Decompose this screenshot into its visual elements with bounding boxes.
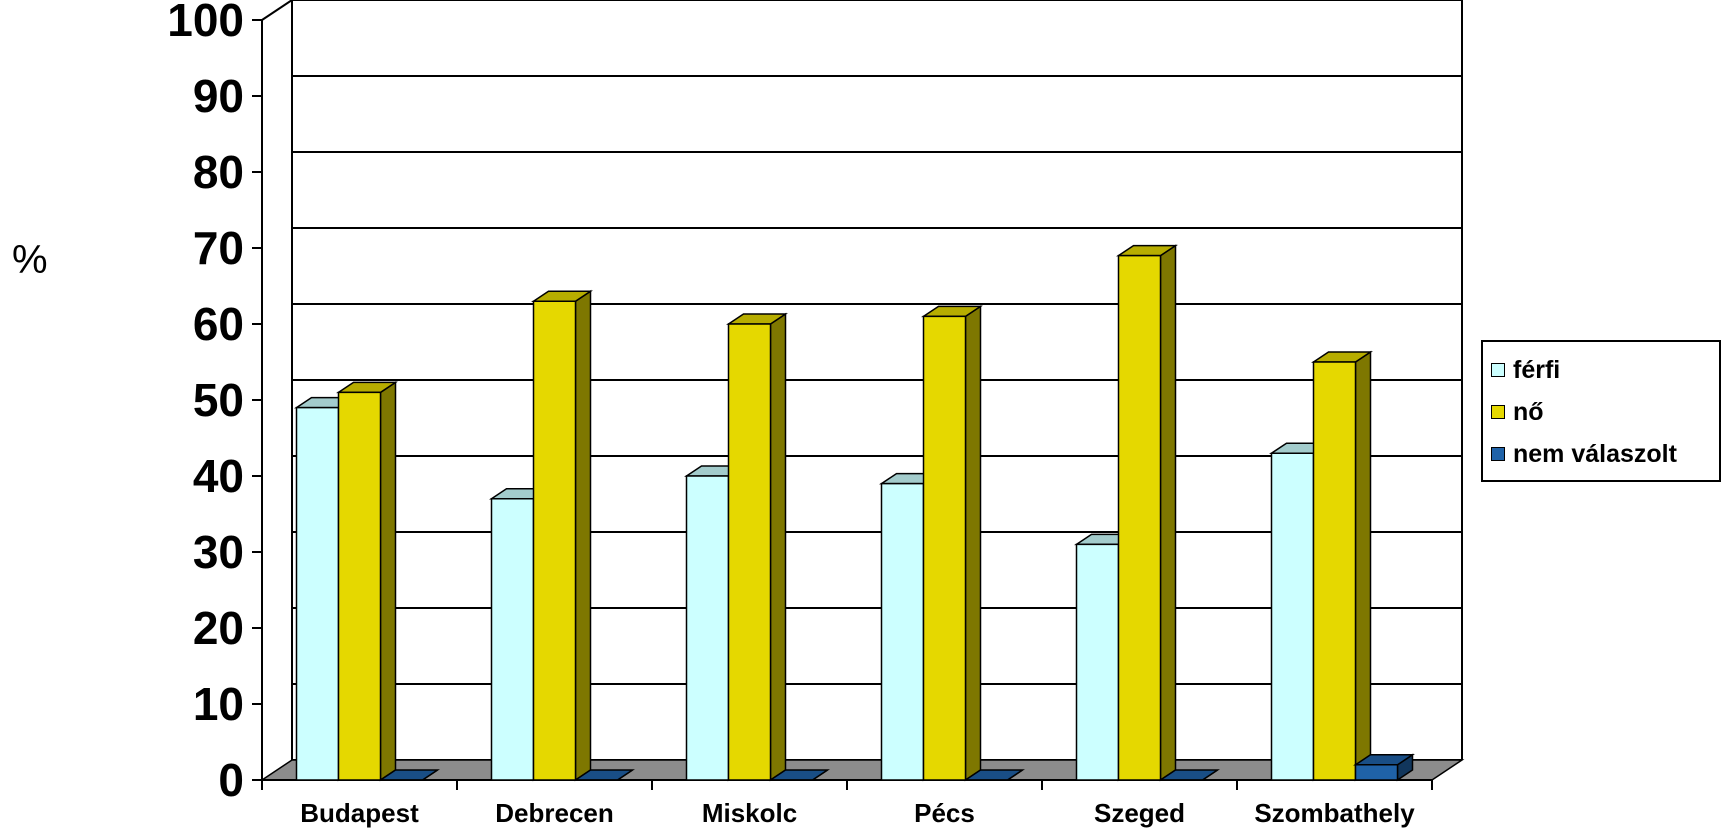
bar-front-face [1270,452,1315,781]
bar-front-face [490,498,535,781]
y-tick-label: 100 [167,0,244,46]
y-axis-label: % [12,238,48,282]
x-tick-label: Szombathely [1254,798,1415,828]
legend-swatch-no [1491,405,1505,419]
y-tick-label: 80 [193,146,244,198]
side-wall-top-edge [261,0,293,21]
legend-item-ferfi: férfi [1491,349,1719,391]
bar-side-face [1159,244,1177,782]
bar-front-face [1075,543,1120,781]
bar-nő-4 [1116,244,1178,782]
x-tick-label: Budapest [300,798,419,828]
bar-front-face [1117,254,1162,781]
y-tick-label: 40 [193,450,244,502]
bar-front-face [685,475,730,781]
legend-item-nem-valaszolt: nem válaszolt [1491,433,1719,475]
y-tick-label: 70 [193,222,244,274]
bar-side-face [769,312,787,782]
y-tick-label: 10 [193,678,244,730]
bar-nő-5 [1311,350,1373,782]
y-tick-label: 50 [193,374,244,426]
bar-nő-0 [336,380,398,782]
bar-side-face [379,380,397,782]
bar-side-face [574,289,592,782]
bar-front-face [532,300,577,781]
legend: férfi nő nem válaszolt [1481,340,1721,482]
bar-front-face [1312,361,1357,781]
bar-nő-1 [531,289,593,782]
x-tick-label: Szeged [1094,798,1185,828]
bar-nem-válaszolt-1 [573,769,635,781]
bar-nő-3 [921,304,983,782]
y-tick-label: 30 [193,526,244,578]
legend-label-nem-valaszolt: nem válaszolt [1513,439,1677,468]
bar-nem-válaszolt-0 [378,769,440,781]
y-tick-label: 90 [193,70,244,122]
legend-label-ferfi: férfi [1513,355,1561,384]
bar-front-face [922,315,967,781]
y-tick-label: 60 [193,298,244,350]
y-tick-label: 0 [218,754,244,806]
legend-swatch-ferfi [1491,363,1505,377]
bar-nő-2 [726,312,788,782]
legend-label-no: nő [1513,397,1544,426]
legend-item-no: nő [1491,391,1719,433]
bar-front-face [337,391,382,781]
bar-front-face [1354,764,1399,781]
bar-nem-válaszolt-4 [1158,769,1220,781]
bar-nem-válaszolt-2 [768,769,830,781]
bar-side-face [1354,350,1372,782]
x-tick-label: Miskolc [702,798,797,828]
bar-side-face [964,304,982,782]
x-tick-label: Debrecen [495,798,614,828]
bar-front-face [880,482,925,781]
bar-nem-válaszolt-3 [963,769,1025,781]
bar-front-face [727,323,772,781]
legend-swatch-nem-valaszolt [1491,447,1505,461]
bar-nem-válaszolt-5 [1353,753,1415,782]
y-tick-label: 20 [193,602,244,654]
bar-front-face [295,406,340,781]
x-tick-label: Pécs [914,798,975,828]
